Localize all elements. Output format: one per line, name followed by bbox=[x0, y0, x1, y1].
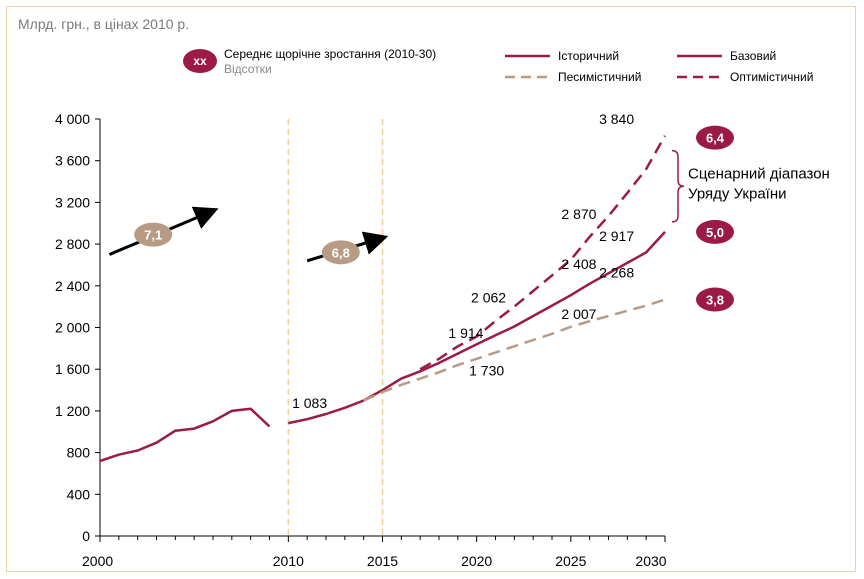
series-line-base bbox=[288, 231, 666, 425]
y-tick-label: 400 bbox=[67, 486, 91, 502]
end-badge bbox=[696, 125, 734, 150]
growth-badge bbox=[134, 222, 173, 247]
y-tick-label: 2 800 bbox=[55, 236, 90, 252]
end-badge bbox=[696, 287, 734, 312]
data-label: 2 268 bbox=[599, 264, 634, 280]
data-label: 1 083 bbox=[292, 395, 327, 411]
x-tick-label: 2015 bbox=[367, 553, 398, 569]
end-badge bbox=[696, 219, 734, 244]
data-label: 1 730 bbox=[469, 362, 504, 378]
range-label: Сценарний діапазон bbox=[688, 165, 830, 182]
legend-badge-text: xx bbox=[193, 54, 207, 68]
unit-label: Млрд. грн., в цінах 2010 р. bbox=[18, 16, 189, 32]
y-tick-label: 2 400 bbox=[55, 278, 90, 294]
range-brace bbox=[671, 149, 685, 223]
y-tick-label: 1 600 bbox=[55, 361, 90, 377]
axes: 0 400 800 1 200 1 600 2 000 2 400 2 800 3 200 3 6… bbox=[55, 111, 667, 569]
legend-badge-sublabel: Відсотки bbox=[224, 62, 272, 76]
y-tick-label: 2 000 bbox=[55, 320, 90, 336]
series-lines bbox=[99, 135, 667, 463]
legend-label-optimistic: Оптимістичний bbox=[730, 70, 813, 84]
reference-lines bbox=[287, 119, 384, 536]
series-line-pessimistic bbox=[363, 298, 666, 402]
y-tick-label: 1 200 bbox=[55, 403, 90, 419]
x-tick-label: 2000 bbox=[82, 553, 113, 569]
data-label: 2 917 bbox=[599, 228, 634, 244]
data-label: 2 870 bbox=[561, 206, 596, 222]
x-tick-label: 2030 bbox=[635, 553, 666, 569]
y-tick-label: 3 200 bbox=[55, 194, 90, 210]
data-labels: 1 083 1 914 1 730 2 062 2 007 2 408 2 870 3 840… bbox=[292, 111, 634, 411]
legend-label-pessimistic: Песимістичний bbox=[558, 70, 641, 84]
legend-badge bbox=[183, 49, 217, 73]
range-annotation: Сценарний діапазон Уряду України bbox=[671, 149, 830, 223]
data-label: 2 408 bbox=[561, 256, 596, 272]
x-tick-label: 2020 bbox=[461, 553, 492, 569]
y-tick-label: 0 bbox=[82, 528, 90, 544]
end-badges: 6,4 5,0 3,8 bbox=[696, 125, 734, 312]
x-tick-label: 2025 bbox=[555, 553, 586, 569]
legend: xx Середнє щорічне зростання (2010-30) В… bbox=[183, 47, 813, 84]
y-tick-label: 800 bbox=[67, 445, 91, 461]
growth-arrows: 7,1 6,8 bbox=[108, 206, 389, 265]
series-line-historical bbox=[99, 407, 271, 463]
growth-badge-text: 7,1 bbox=[144, 228, 162, 243]
end-badge-text: 3,8 bbox=[706, 293, 724, 308]
data-label: 2 007 bbox=[561, 306, 596, 322]
data-label: 1 914 bbox=[448, 325, 483, 341]
data-label: 3 840 bbox=[599, 111, 634, 127]
data-label: 2 062 bbox=[471, 289, 506, 305]
range-label: Уряду України bbox=[688, 185, 787, 202]
legend-badge-label: Середнє щорічне зростання (2010-30) bbox=[224, 47, 436, 61]
y-tick-label: 3 600 bbox=[55, 153, 90, 169]
series-line-optimistic bbox=[419, 135, 667, 371]
growth-badge bbox=[321, 240, 360, 265]
y-tick-label: 4 000 bbox=[55, 111, 90, 127]
growth-badge-text: 6,8 bbox=[332, 245, 350, 260]
legend-label-base: Базовий bbox=[730, 49, 776, 63]
end-badge-text: 5,0 bbox=[706, 225, 724, 240]
legend-label-historical: Історичний bbox=[558, 49, 619, 63]
end-badge-text: 6,4 bbox=[706, 131, 725, 146]
x-tick-label: 2010 bbox=[273, 553, 304, 569]
